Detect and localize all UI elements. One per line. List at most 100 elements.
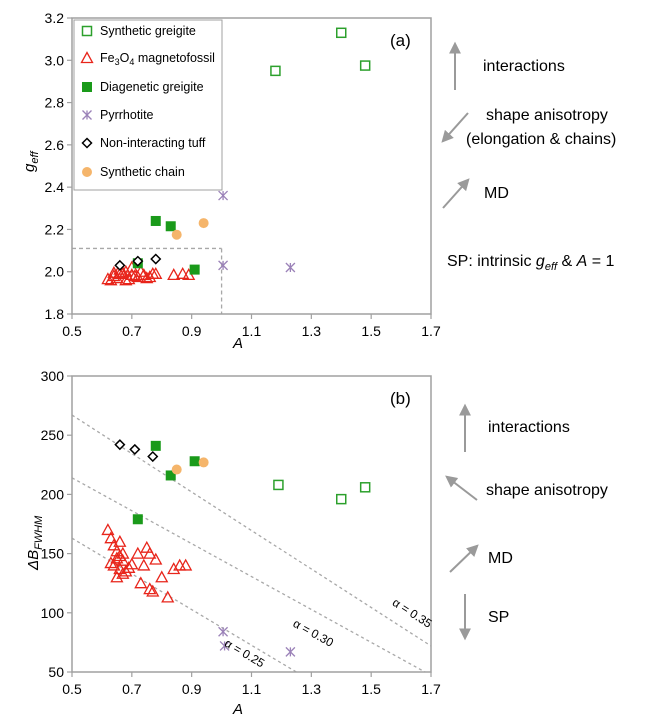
b-point-star bbox=[219, 640, 230, 651]
shape-text-b: shape anisotropy bbox=[486, 482, 608, 499]
b-point-triangle-open bbox=[113, 534, 127, 547]
panel-a-y-ticks: 1.8 2.0 2.2 2.4 2.6 2.8 3.0 3.2 bbox=[45, 10, 72, 322]
legend-marker-circle-filled bbox=[82, 167, 92, 177]
b-point-diamond-open bbox=[147, 450, 159, 463]
b-x-tick-label: 1.3 bbox=[302, 681, 322, 697]
a-point-triangle-open bbox=[149, 266, 163, 279]
a-point-triangle-open bbox=[176, 266, 190, 279]
b-y-tick-label: 50 bbox=[48, 664, 64, 680]
b-point-diamond-open bbox=[129, 443, 141, 455]
legend-label-diagenetic-greigite: Diagenetic greigite bbox=[100, 80, 204, 94]
b-y-tick-label: 100 bbox=[41, 605, 65, 621]
a-y-tick-label: 1.8 bbox=[45, 306, 65, 322]
b-point-triangle-open bbox=[167, 562, 181, 575]
b-point-triangle-open bbox=[155, 570, 169, 583]
a-x-tick-label: 0.7 bbox=[122, 323, 142, 339]
b-point-triangle-open bbox=[134, 576, 148, 589]
a-point-triangle-open bbox=[140, 271, 154, 284]
a-point-square-filled bbox=[165, 221, 176, 232]
a-point-diamond-open bbox=[114, 259, 126, 271]
a-x-tick-label: 0.9 bbox=[182, 323, 202, 339]
shape-arrow-a bbox=[441, 112, 469, 143]
md-arrow-b bbox=[449, 544, 479, 573]
a-point-triangle-open bbox=[113, 262, 127, 275]
shape-text-a-line2: (elongation & chains) bbox=[466, 131, 616, 148]
md-text-a: MD bbox=[484, 185, 509, 202]
b-point-square-filled bbox=[189, 456, 200, 467]
b-x-tick-label: 0.5 bbox=[62, 681, 82, 697]
b-point-triangle-open bbox=[110, 570, 124, 583]
b-point-square-filled bbox=[150, 440, 161, 451]
b-point-triangle-open bbox=[104, 531, 118, 544]
panel-a-chart: 0.5 0.7 0.9 1.1 1.3 1.5 1.7 1.8 2.0 2.2 2.4 2.6 2.8… bbox=[21, 10, 441, 352]
a-point-square-open bbox=[270, 65, 281, 77]
b-point-triangle-open bbox=[116, 553, 130, 566]
panel-a-guide-box bbox=[72, 247, 223, 314]
legend-label-magnetofossil: Fe3O4 magnetofossil bbox=[100, 51, 215, 67]
b-point-triangle-open bbox=[101, 523, 115, 536]
sp-text-a: SP: intrinsic geff & A = 1 bbox=[447, 253, 615, 273]
b-y-tick-label: 250 bbox=[41, 427, 65, 443]
b-point-triangle-open bbox=[143, 546, 157, 559]
panel-b-x-axis-label: A bbox=[232, 701, 243, 718]
panel-b-alpha-labels: α = 0.35 α = 0.30 α = 0.25 bbox=[222, 595, 435, 670]
b-point-triangle-open bbox=[179, 558, 193, 571]
alpha-line-label-2: α = 0.25 bbox=[222, 636, 267, 671]
panel-b-annotations: interactions shape anisotropy MD SP bbox=[445, 403, 608, 641]
panel-b-x-ticks: 0.5 0.7 0.9 1.1 1.3 1.5 1.7 bbox=[62, 672, 441, 697]
panel-a-y-axis-label: geff bbox=[21, 150, 41, 172]
a-y-tick-label: 2.2 bbox=[45, 221, 65, 237]
alpha-line-label-0: α = 0.35 bbox=[390, 595, 435, 631]
legend-markers bbox=[80, 25, 94, 177]
b-point-square-filled bbox=[165, 470, 176, 481]
legend-label-synthetic-chain: Synthetic chain bbox=[100, 165, 185, 179]
b-point-triangle-open bbox=[107, 558, 121, 571]
panel-a-points bbox=[101, 27, 371, 286]
b-point-triangle-open bbox=[143, 582, 157, 595]
alpha-line-label-1: α = 0.30 bbox=[291, 616, 337, 650]
b-point-triangle-open bbox=[161, 590, 175, 603]
panel-a-x-axis-label: A bbox=[232, 335, 243, 352]
b-point-triangle-open bbox=[116, 566, 130, 579]
a-point-triangle-open bbox=[167, 268, 181, 281]
a-x-tick-label: 1.3 bbox=[302, 323, 322, 339]
a-point-diamond-open bbox=[150, 253, 162, 265]
shape-arrow-b bbox=[445, 475, 478, 501]
b-y-tick-label: 300 bbox=[41, 368, 65, 384]
b-point-triangle-open bbox=[116, 546, 130, 559]
a-x-tick-label: 1.5 bbox=[361, 323, 381, 339]
shape-text-a-line1: shape anisotropy bbox=[486, 107, 608, 124]
a-point-square-filled bbox=[150, 215, 161, 226]
b-y-tick-label: 200 bbox=[41, 486, 65, 502]
b-point-square-open bbox=[273, 479, 284, 491]
b-point-triangle-open bbox=[149, 552, 163, 565]
legend-label-pyrrhotite: Pyrrhotite bbox=[100, 108, 154, 122]
b-point-square-filled bbox=[132, 514, 143, 525]
b-point-star bbox=[218, 626, 229, 637]
a-point-triangle-open bbox=[122, 272, 136, 285]
panel-b-points bbox=[101, 439, 371, 657]
b-point-triangle-open bbox=[146, 584, 160, 597]
panel-b-y-axis-label: ΔBFWHM bbox=[25, 515, 45, 571]
panel-a-legend: Synthetic greigite Fe3O4 magnetofossil D… bbox=[73, 19, 223, 191]
a-y-tick-label: 2.4 bbox=[45, 179, 65, 195]
a-y-tick-label: 2.6 bbox=[45, 137, 65, 153]
alpha-line-0 bbox=[71, 414, 432, 647]
b-x-tick-label: 0.9 bbox=[182, 681, 202, 697]
b-x-tick-label: 1.5 bbox=[361, 681, 381, 697]
sp-text-b: SP bbox=[488, 609, 509, 626]
b-x-tick-label: 1.1 bbox=[242, 681, 262, 697]
a-y-tick-label: 3.2 bbox=[45, 10, 65, 26]
a-point-star bbox=[285, 262, 296, 273]
panel-b-plot-frame bbox=[71, 375, 432, 673]
panel-a-x-ticks: 0.5 0.7 0.9 1.1 1.3 1.5 1.7 bbox=[62, 314, 441, 339]
panel-a-annotations: interactions shape anisotropy (elongatio… bbox=[441, 41, 616, 273]
a-x-tick-label: 1.7 bbox=[421, 323, 441, 339]
a-point-square-open bbox=[336, 27, 347, 39]
svg-text:ΔBFWHM: ΔBFWHM bbox=[25, 515, 45, 571]
a-x-tick-label: 1.1 bbox=[242, 323, 262, 339]
a-y-tick-label: 2.8 bbox=[45, 95, 65, 111]
a-x-tick-label: 0.5 bbox=[62, 323, 82, 339]
panel-b-chart: 0.5 0.7 0.9 1.1 1.3 1.5 1.7 50100150200250300 … bbox=[25, 368, 441, 718]
a-point-triangle-open bbox=[128, 269, 142, 282]
